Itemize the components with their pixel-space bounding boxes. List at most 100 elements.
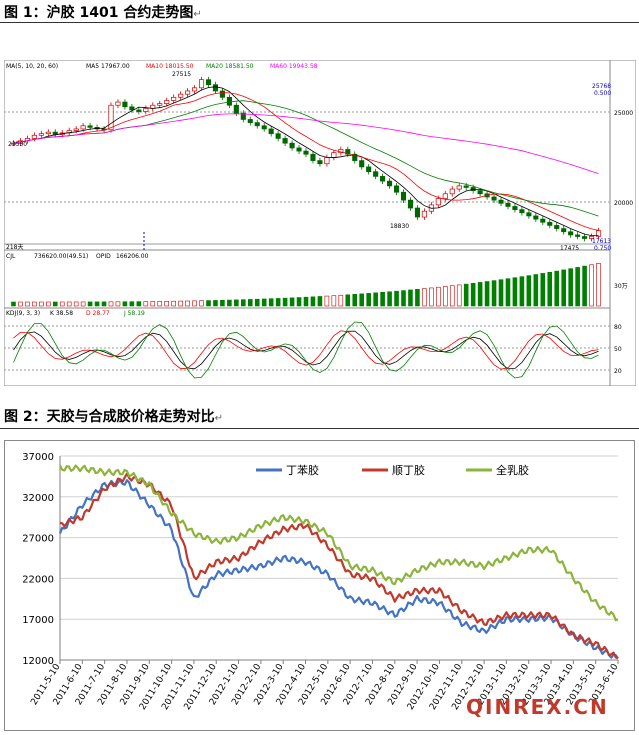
figure1-vol-value: 736620.00(49.51) — [34, 253, 88, 260]
volume-bar — [11, 301, 16, 307]
volume-bar — [596, 263, 601, 307]
candle — [296, 147, 302, 152]
figure1-ma10-label: MA10 18015.50 — [146, 63, 194, 70]
volume-bar — [296, 297, 302, 307]
y-tick-label: 17000 — [22, 615, 54, 626]
volume-bar — [87, 301, 93, 307]
figure1-kdj-d: D 28.77 — [86, 310, 110, 317]
candle — [366, 166, 372, 173]
figure1-axis-label: 0.500 — [594, 90, 611, 97]
candle — [435, 198, 441, 206]
volume-bar — [101, 301, 107, 307]
paragraph-mark-icon: ↵ — [193, 9, 202, 20]
candle — [575, 234, 581, 237]
volume-bar — [456, 284, 462, 307]
volume-bar — [46, 301, 51, 307]
volume-bar — [164, 301, 170, 307]
ma5-line — [13, 86, 599, 237]
volume-bar — [519, 276, 525, 307]
volume-bar — [373, 292, 378, 307]
candle — [512, 206, 518, 210]
y-tick-label: 37000 — [22, 452, 54, 463]
volume-bar — [122, 301, 128, 307]
candle — [192, 87, 198, 92]
volume-bar — [442, 286, 448, 307]
volume-bar — [185, 300, 190, 307]
candle — [282, 138, 288, 144]
candle — [157, 103, 163, 106]
figure1-candles — [10, 76, 602, 242]
legend-label: 丁苯胶 — [286, 463, 319, 477]
ma60-line — [13, 113, 599, 174]
volume-bar — [317, 296, 323, 307]
candle — [324, 157, 330, 165]
series-line-1 — [58, 479, 619, 660]
candle — [247, 119, 253, 123]
figure1-kdj-axis-50: 50 — [614, 346, 622, 353]
kdj-j-line — [13, 321, 599, 379]
volume-bar — [338, 294, 344, 307]
candle — [414, 207, 420, 218]
legend-label: 顺丁胶 — [392, 463, 425, 477]
candle — [317, 160, 323, 165]
volume-bar — [561, 269, 566, 307]
y-tick-label: 27000 — [22, 534, 54, 545]
candle — [380, 176, 386, 182]
candle — [554, 225, 560, 229]
candle — [129, 106, 135, 111]
candle — [352, 153, 358, 161]
volume-bar — [227, 299, 232, 307]
figure1-axis-label: 25000 — [614, 110, 633, 117]
figure1-volume-bars — [11, 263, 601, 307]
volume-bar — [436, 286, 441, 307]
figure1-kdj-j: J 58.19 — [123, 310, 145, 317]
candle — [310, 153, 316, 161]
candle — [31, 134, 37, 139]
volume-bar — [59, 301, 65, 307]
volume-bar — [136, 301, 142, 307]
volume-bar — [589, 264, 594, 307]
candle — [345, 149, 351, 155]
volume-bar — [422, 288, 427, 307]
candle — [212, 84, 219, 92]
volume-bar — [32, 301, 37, 307]
candle — [303, 150, 309, 155]
candle — [178, 93, 184, 98]
candle — [268, 128, 274, 135]
figure1-axis-label: 20000 — [614, 200, 633, 207]
volume-bar — [206, 300, 211, 307]
candle — [115, 101, 121, 106]
figure1-kdj-label: KDJ(9, 3, 3) — [6, 310, 40, 317]
figure1-kdj-axis-80: 80 — [614, 324, 622, 331]
candle — [463, 185, 469, 188]
figure1-dip-annotation: 18830 — [390, 223, 409, 230]
volume-bar — [394, 290, 399, 307]
candle — [240, 112, 246, 120]
candle — [80, 125, 86, 130]
candle — [400, 191, 407, 201]
candle — [373, 171, 379, 177]
volume-bar — [387, 291, 392, 307]
volume-bar — [247, 299, 253, 307]
volume-bar — [192, 300, 197, 307]
volume-bar — [289, 297, 295, 307]
volume-bar — [143, 301, 149, 307]
volume-bar — [540, 273, 546, 307]
candle — [198, 79, 205, 89]
volume-bar — [401, 290, 406, 307]
volume-bar — [498, 279, 504, 307]
candle — [143, 108, 149, 112]
volume-bar — [554, 270, 560, 307]
y-tick-label: 22000 — [22, 574, 54, 585]
candle — [275, 133, 281, 139]
volume-bar — [484, 281, 490, 307]
volume-bar — [73, 301, 79, 307]
candle — [219, 90, 225, 98]
volume-bar — [345, 294, 351, 307]
figure1-ma-lines — [13, 86, 599, 237]
volume-bar — [449, 285, 455, 307]
candle — [73, 128, 79, 131]
candle — [595, 230, 602, 237]
figure1-vol-axis-label: 30万 — [614, 283, 628, 290]
volume-bar — [18, 301, 23, 307]
